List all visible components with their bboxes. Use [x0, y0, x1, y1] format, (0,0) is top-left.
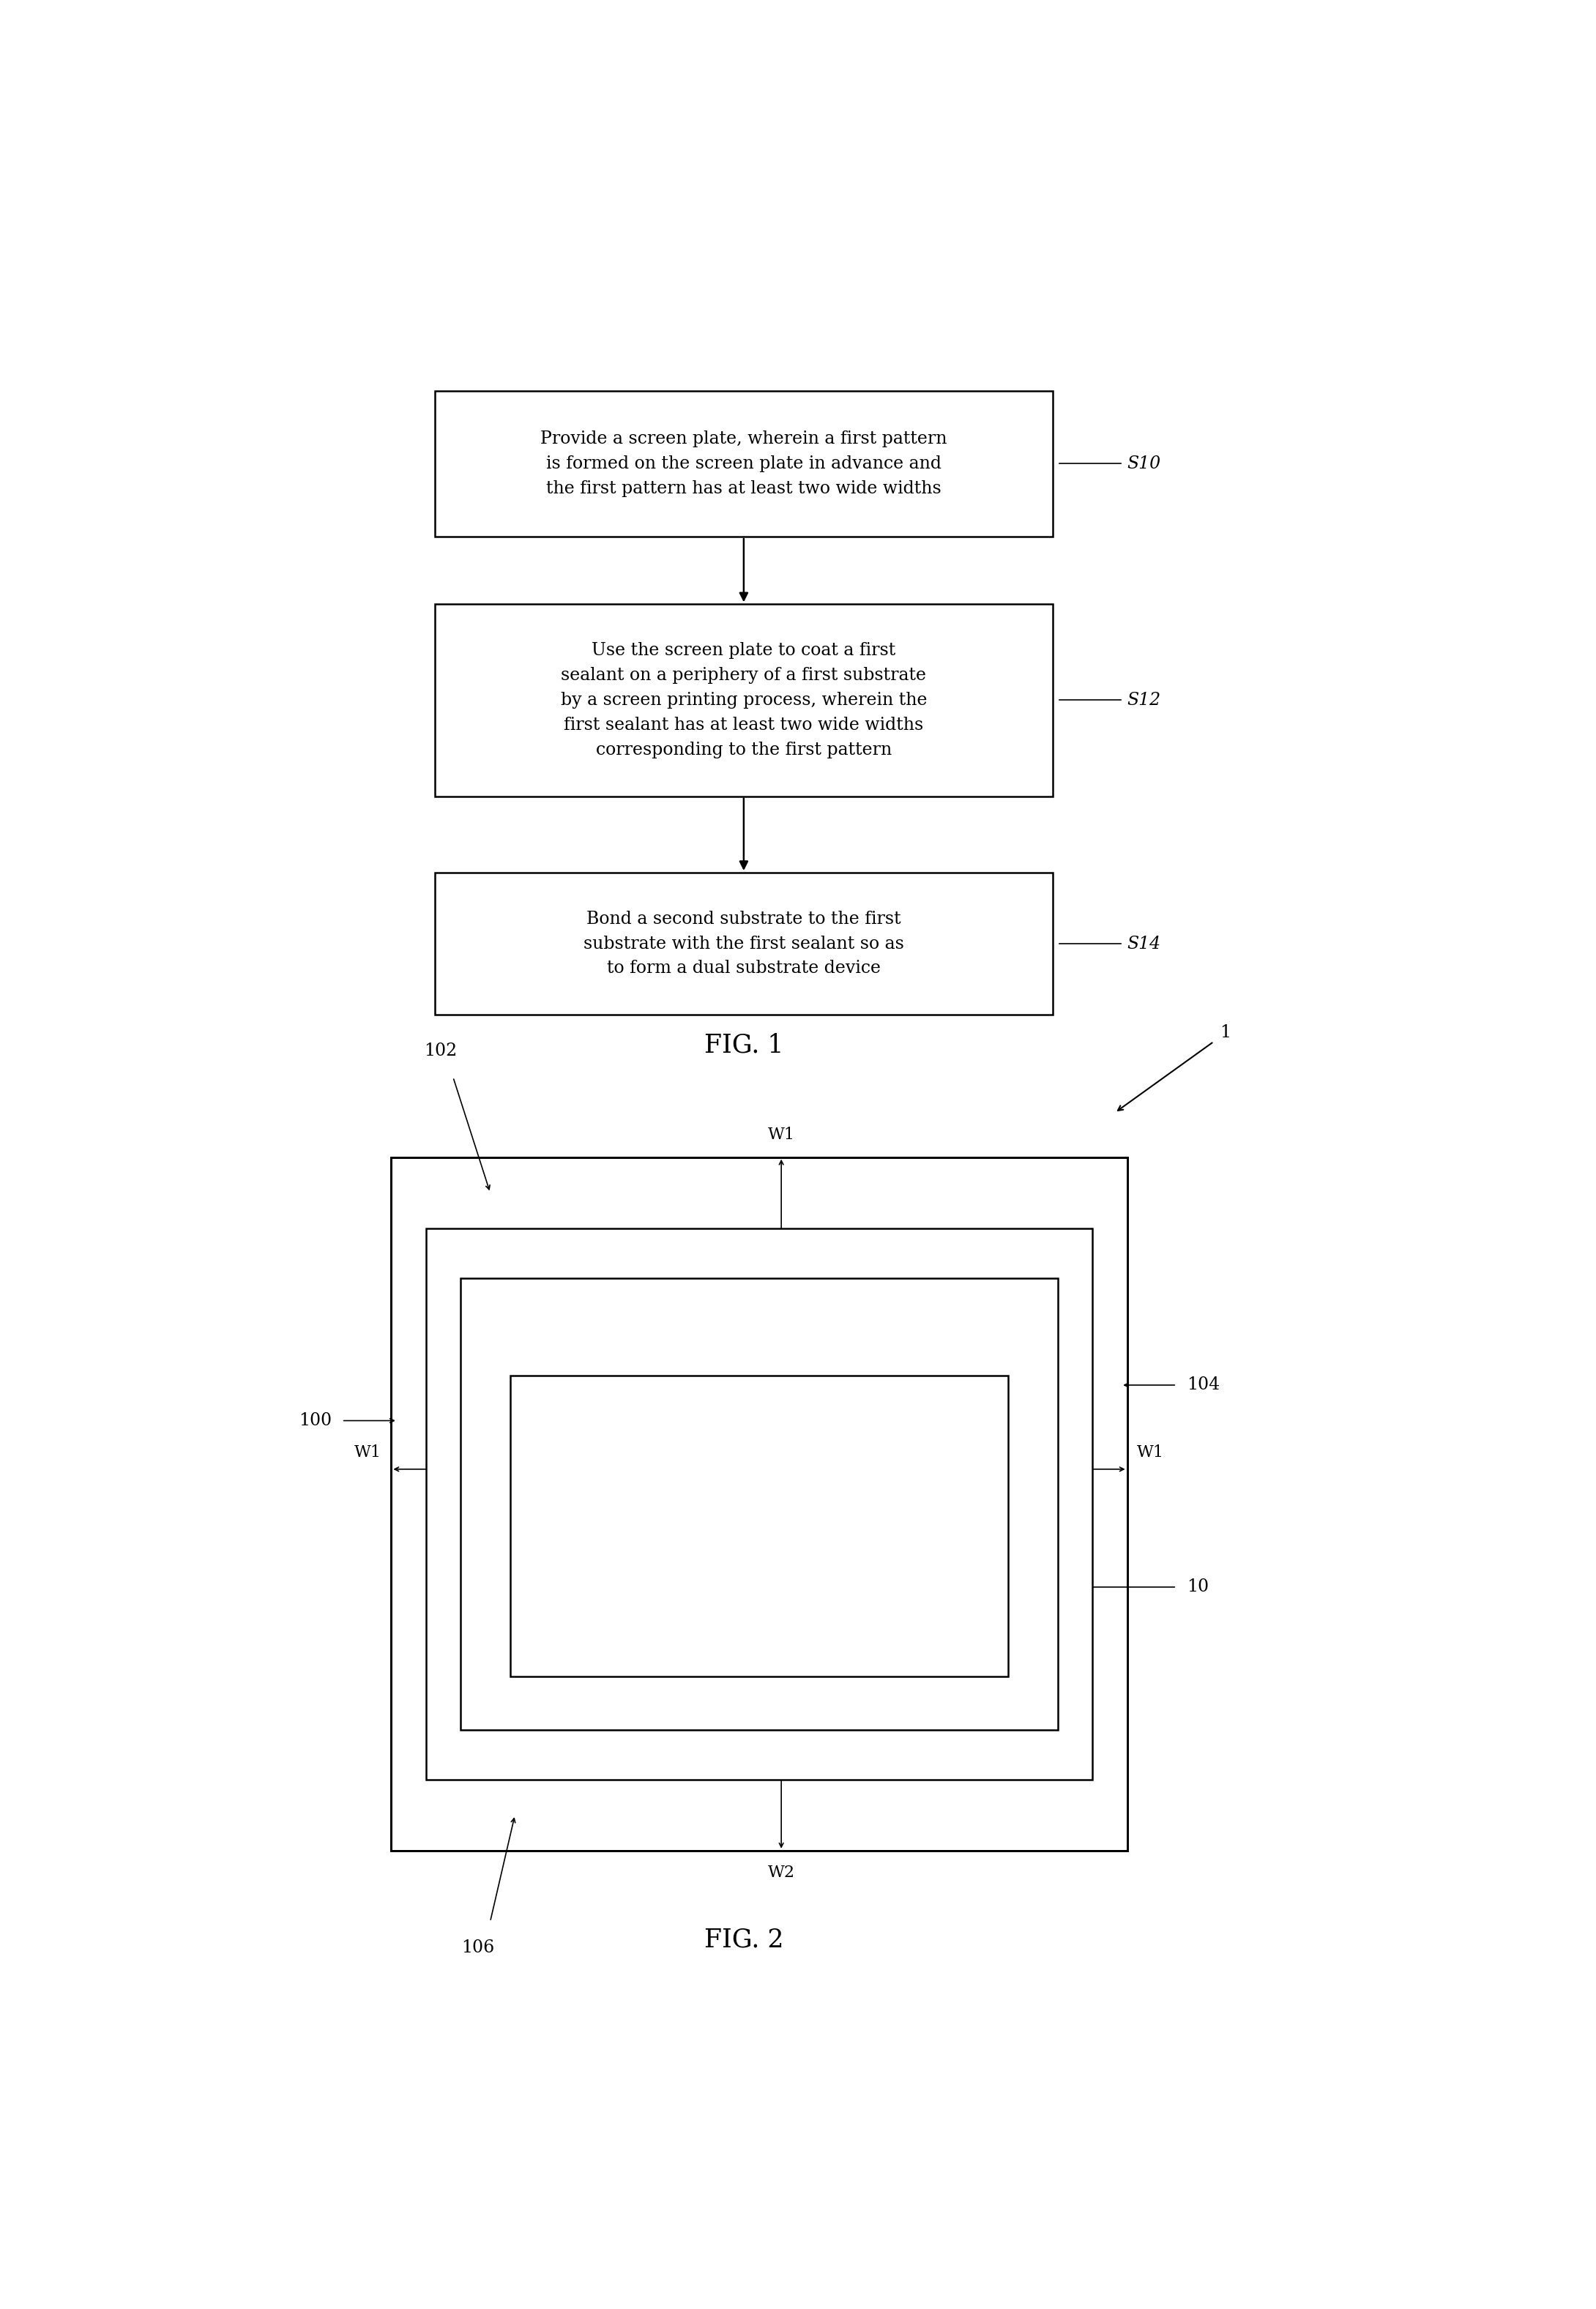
Text: S10: S10 — [1127, 455, 1160, 471]
Text: Provide a screen plate, wherein a first pattern
is formed on the screen plate in: Provide a screen plate, wherein a first … — [541, 429, 946, 496]
Text: 102: 102 — [425, 1044, 458, 1060]
Bar — [461, 1279, 1058, 1729]
Text: 1: 1 — [1219, 1025, 1231, 1041]
Text: W1: W1 — [354, 1443, 381, 1459]
Bar — [391, 1157, 1127, 1850]
Bar — [434, 605, 1053, 797]
Text: Bond a second substrate to the first
substrate with the first sealant so as
to f: Bond a second substrate to the first sub… — [584, 910, 903, 977]
Text: 10: 10 — [1186, 1579, 1208, 1596]
Text: W1: W1 — [1136, 1443, 1163, 1459]
Text: W1: W1 — [768, 1127, 795, 1143]
Text: W2: W2 — [768, 1866, 795, 1882]
Bar — [426, 1228, 1093, 1780]
Bar — [511, 1376, 1009, 1676]
Bar — [426, 1228, 1093, 1780]
Bar — [511, 1376, 1009, 1676]
Bar — [434, 873, 1053, 1016]
Text: S12: S12 — [1127, 693, 1160, 709]
Text: S14: S14 — [1127, 935, 1160, 951]
Text: FIG. 1: FIG. 1 — [704, 1032, 784, 1058]
Bar — [391, 1157, 1127, 1850]
Bar — [461, 1279, 1058, 1729]
Text: FIG. 2: FIG. 2 — [704, 1928, 784, 1951]
Bar — [391, 1157, 1127, 1850]
Text: 104: 104 — [1186, 1376, 1219, 1395]
Bar — [434, 390, 1053, 536]
Text: Use the screen plate to coat a first
sealant on a periphery of a first substrate: Use the screen plate to coat a first sea… — [560, 642, 927, 757]
Text: 106: 106 — [461, 1940, 495, 1956]
Text: 100: 100 — [298, 1413, 332, 1429]
